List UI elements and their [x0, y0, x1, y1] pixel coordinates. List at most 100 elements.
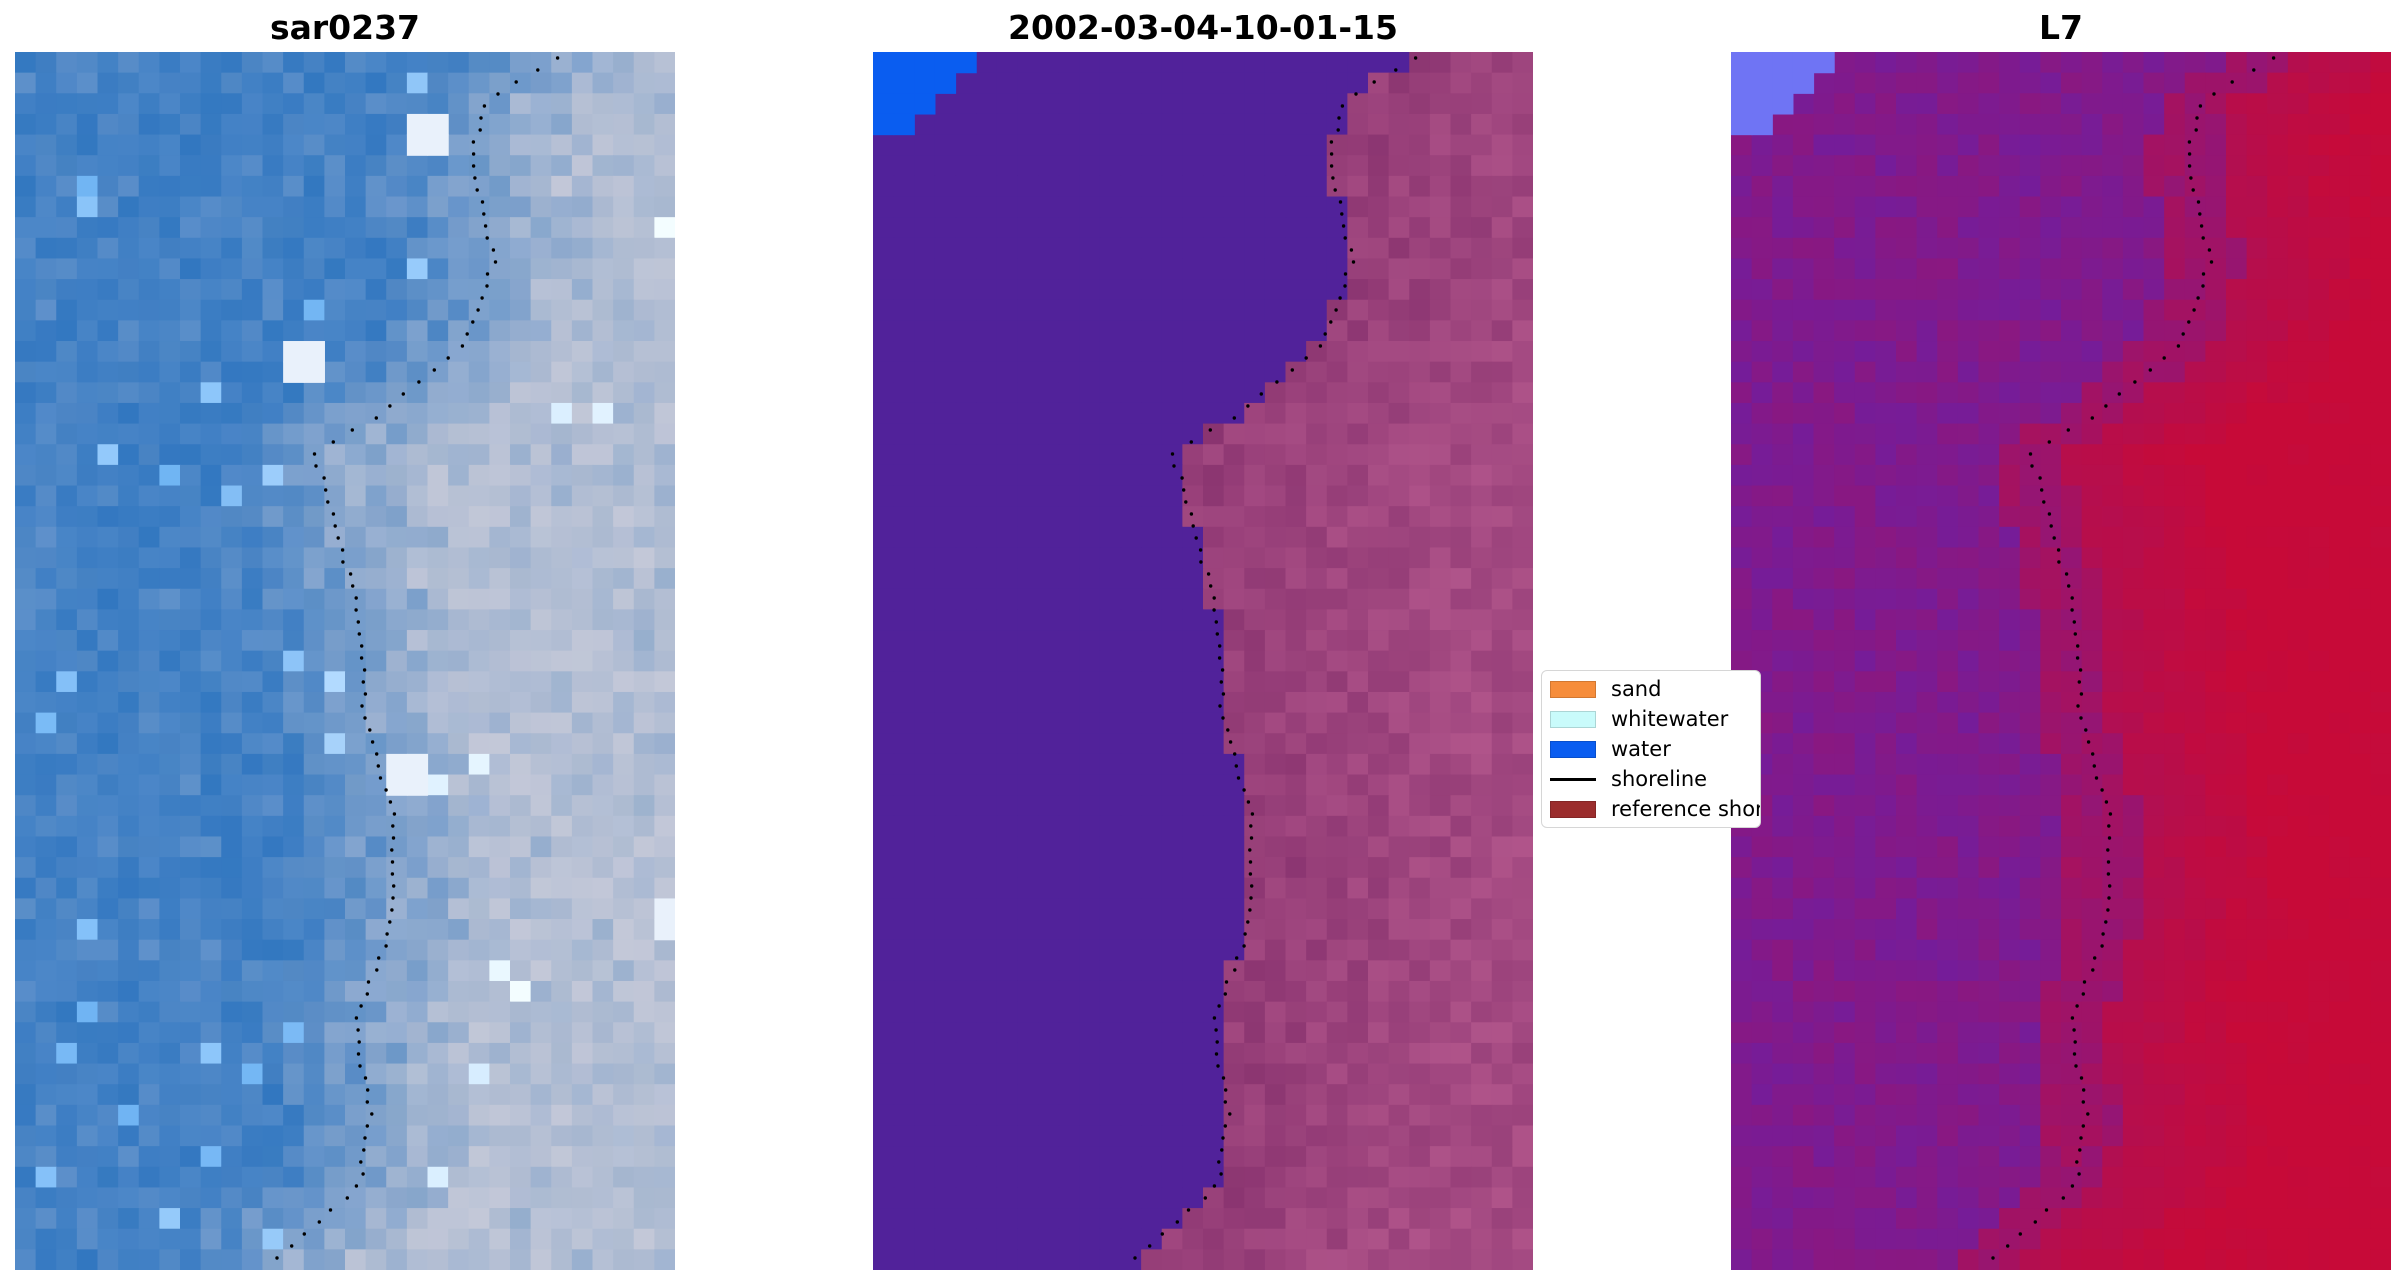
- rgb-pixel: [283, 382, 305, 404]
- classified-water-pixel: [1058, 402, 1080, 425]
- shoreline-point: [1217, 1004, 1221, 1008]
- index-pixel: [2349, 402, 2371, 425]
- rgb-pixel: [324, 609, 346, 631]
- index-pixel: [2329, 93, 2351, 115]
- rgb-pixel: [406, 877, 429, 899]
- rgb-pixel: [510, 175, 532, 198]
- rgb-pixel: [138, 568, 160, 590]
- classified-water-pixel: [1099, 939, 1122, 961]
- index-pixel: [2061, 506, 2083, 528]
- classified-water-pixel: [1203, 402, 1225, 425]
- classified-water-pixel: [1223, 795, 1245, 817]
- rgb-pixel: [345, 650, 367, 672]
- index-pixel: [1978, 547, 2000, 569]
- rgb-pixel: [15, 1208, 37, 1230]
- rgb-pixel: [427, 1104, 449, 1127]
- classified-land-pixel: [1388, 93, 1410, 115]
- rgb-pixel: [241, 568, 264, 590]
- rgb-pixel: [56, 857, 78, 879]
- rgb-pixel: [118, 279, 140, 301]
- index-pixel: [1813, 423, 1835, 445]
- classified-water-pixel: [1079, 795, 1101, 817]
- classified-land-pixel: [1409, 671, 1431, 693]
- rgb-pixel: [448, 733, 470, 755]
- shoreline-point: [377, 956, 381, 960]
- rgb-pixel: [159, 815, 181, 838]
- rgb-pixel: [241, 547, 264, 569]
- classified-land-pixel: [1429, 836, 1452, 858]
- index-pixel: [2102, 299, 2124, 321]
- classified-land-pixel: [1244, 547, 1266, 569]
- shoreline-point: [485, 236, 489, 240]
- classified-water-pixel: [914, 1166, 936, 1189]
- rgb-pixel: [324, 258, 346, 280]
- index-pixel: [2143, 588, 2165, 610]
- rgb-pixel: [138, 402, 160, 425]
- index-pixel: [1999, 671, 2021, 693]
- rgb-pixel: [365, 1084, 387, 1106]
- classified-water-pixel: [996, 691, 1018, 714]
- index-pixel: [2267, 506, 2289, 528]
- rgb-pixel: [654, 258, 675, 280]
- classified-water-pixel: [893, 857, 915, 879]
- rgb-pixel: [159, 175, 181, 198]
- index-pixel: [2102, 671, 2124, 693]
- rgb-pixel: [200, 1104, 222, 1127]
- classified-water-pixel: [914, 113, 936, 136]
- rgb-pixel: [159, 877, 181, 899]
- rgb-pixel: [406, 939, 429, 961]
- classified-water-pixel: [976, 857, 998, 879]
- water-class-pixel: [893, 72, 915, 94]
- classified-land-pixel: [1203, 526, 1225, 549]
- classified-water-pixel: [934, 93, 957, 115]
- rgb-pixel: [118, 52, 140, 74]
- rgb-pixel: [138, 93, 160, 115]
- rgb-pixel: [468, 671, 490, 693]
- index-pixel: [1896, 237, 1918, 260]
- rgb-pixel: [613, 939, 635, 961]
- classified-land-pixel: [1347, 1187, 1369, 1209]
- index-pixel: [2102, 382, 2124, 404]
- index-pixel: [1813, 547, 1835, 569]
- index-pixel: [2226, 196, 2248, 218]
- classified-water-pixel: [1120, 423, 1142, 445]
- classified-land-pixel: [1450, 506, 1472, 528]
- rgb-pixel: [159, 526, 181, 549]
- shoreline-point: [359, 1004, 363, 1008]
- rgb-pixel: [180, 464, 202, 487]
- classified-water-pixel: [1120, 1146, 1142, 1168]
- rgb-pixel: [427, 1228, 449, 1250]
- index-pixel: [1731, 650, 1753, 672]
- index-pixel: [2061, 52, 2083, 74]
- rgb-pixel: [406, 1208, 429, 1230]
- rgb-pixel: [365, 877, 387, 899]
- rgb-pixel: [345, 795, 367, 817]
- classified-land-pixel: [1512, 72, 1533, 94]
- shoreline-point: [1221, 716, 1225, 720]
- classified-water-pixel: [1223, 72, 1245, 94]
- rgb-pixel: [56, 877, 78, 899]
- classified-water-pixel: [873, 258, 895, 280]
- rgb-pixel: [221, 1187, 243, 1209]
- classified-water-pixel: [1223, 753, 1245, 776]
- classified-land-pixel: [1409, 1249, 1431, 1270]
- rgb-pixel: [571, 568, 594, 590]
- rgb-pixel: [489, 960, 511, 982]
- classified-water-pixel: [1038, 836, 1060, 858]
- classified-land-pixel: [1368, 175, 1390, 198]
- rgb-pixel: [633, 774, 655, 796]
- classified-water-pixel: [1079, 485, 1101, 507]
- rgb-pixel: [180, 72, 202, 94]
- rgb-pixel: [159, 712, 181, 734]
- index-pixel: [2102, 464, 2124, 487]
- classified-land-pixel: [1326, 1208, 1348, 1230]
- index-pixel: [2143, 217, 2165, 239]
- rgb-pixel: [303, 939, 325, 961]
- rgb-pixel: [283, 857, 305, 879]
- index-pixel: [1896, 402, 1918, 425]
- classified-water-pixel: [996, 1042, 1018, 1065]
- classified-water-pixel: [1038, 671, 1060, 693]
- classified-water-pixel: [1099, 113, 1122, 136]
- rgb-pixel: [138, 1063, 160, 1085]
- index-pixel: [1999, 72, 2021, 94]
